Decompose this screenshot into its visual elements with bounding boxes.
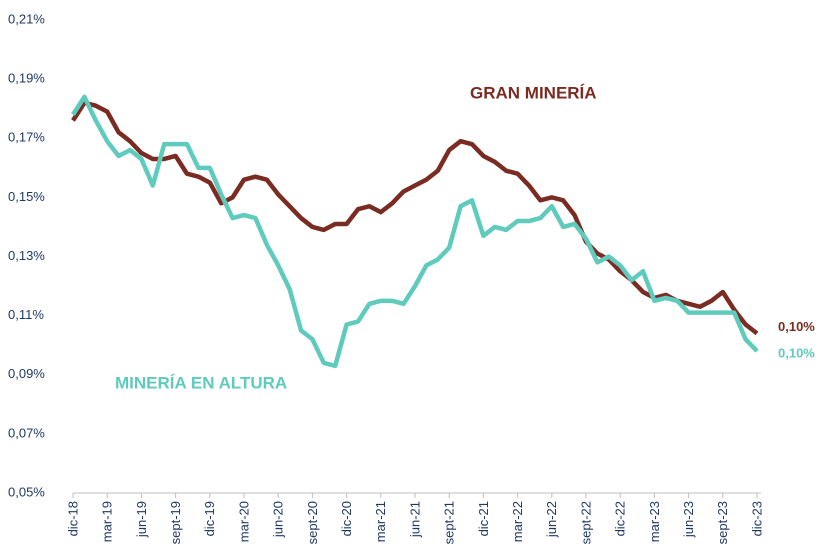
series-label: MINERÍA EN ALTURA bbox=[115, 373, 287, 392]
y-tick-label: 0,11% bbox=[8, 307, 44, 322]
x-tick-label: sept-20 bbox=[305, 501, 320, 544]
x-tick-label: mar-21 bbox=[373, 501, 388, 542]
x-tick-label: dic-21 bbox=[476, 501, 491, 536]
x-tick-label: mar-19 bbox=[100, 501, 115, 542]
x-tick-label: jun-23 bbox=[681, 501, 696, 538]
x-tick-label: dic-22 bbox=[613, 501, 628, 536]
x-tick-label: sept-19 bbox=[168, 501, 183, 544]
y-tick-label: 0,05% bbox=[8, 484, 45, 499]
x-tick-label: mar-20 bbox=[236, 501, 251, 542]
x-tick-label: dic-20 bbox=[339, 501, 354, 536]
x-tick-label: jun-22 bbox=[544, 501, 559, 538]
y-tick-label: 0,13% bbox=[8, 248, 45, 263]
y-tick-label: 0,17% bbox=[8, 130, 45, 145]
x-tick-label: mar-22 bbox=[510, 501, 525, 542]
x-tick-label: dic-19 bbox=[202, 501, 217, 536]
y-tick-label: 0,15% bbox=[8, 189, 45, 204]
line bbox=[71, 94, 759, 369]
x-tick-label: dic-18 bbox=[65, 501, 80, 536]
y-tick-label: 0,21% bbox=[8, 11, 45, 26]
x-tick-label: jun-19 bbox=[134, 501, 149, 538]
y-tick-label: 0,09% bbox=[8, 366, 45, 381]
line bbox=[71, 100, 759, 336]
x-tick-label: sept-23 bbox=[715, 501, 730, 544]
series-label: GRAN MINERÍA bbox=[470, 83, 597, 102]
y-tick-label: 0,19% bbox=[8, 71, 45, 86]
y-tick-label: 0,07% bbox=[8, 425, 45, 440]
data-label: 0,10% bbox=[778, 319, 815, 334]
x-tick-label: dic-23 bbox=[749, 501, 764, 536]
x-tick-label: mar-23 bbox=[647, 501, 662, 542]
x-tick-label: sept-22 bbox=[578, 501, 593, 544]
data-label: 0,10% bbox=[778, 346, 815, 361]
x-tick-label: sept-21 bbox=[442, 501, 457, 544]
x-tick-label: jun-20 bbox=[271, 501, 286, 538]
x-tick-label: jun-21 bbox=[407, 501, 422, 538]
